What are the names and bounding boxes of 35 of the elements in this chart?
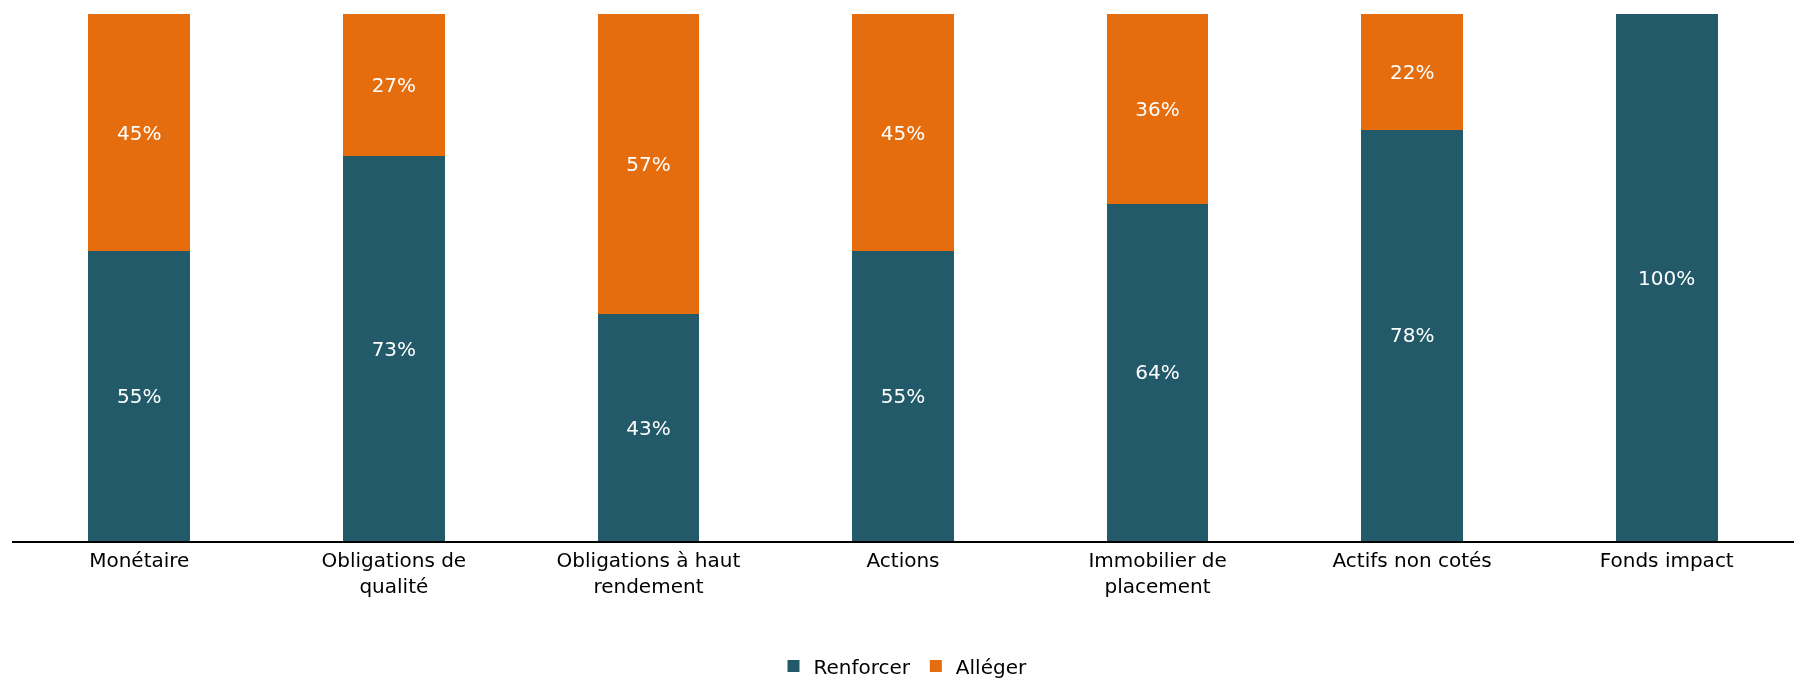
bar xyxy=(342,14,445,157)
x-tick-label: Immobilier de placement xyxy=(1088,547,1227,598)
bar xyxy=(597,14,700,315)
x-tick-label: Obligations de qualité xyxy=(321,547,467,598)
bar xyxy=(88,251,191,541)
x-tick-label: Actions xyxy=(866,547,940,572)
x-tick-label: Obligations à haut rendement xyxy=(556,547,741,598)
bar xyxy=(1106,203,1209,541)
legend-label: Renforcer xyxy=(813,654,911,679)
bar xyxy=(1361,14,1464,130)
bar xyxy=(852,251,954,541)
data-label: 73% xyxy=(371,336,417,361)
data-label: 78% xyxy=(1389,323,1435,348)
data-label: 43% xyxy=(626,415,671,440)
data-label: 27% xyxy=(371,73,417,98)
bar xyxy=(1361,129,1464,541)
bar xyxy=(852,14,954,252)
x-tick-label: Monétaire xyxy=(89,547,190,572)
x-tick-label: Fonds impact xyxy=(1599,547,1734,572)
legend-label: Alléger xyxy=(955,654,1027,679)
data-label: 45% xyxy=(117,120,162,145)
data-label: 55% xyxy=(117,384,162,409)
data-label: 64% xyxy=(1135,360,1180,385)
data-label: 57% xyxy=(626,152,671,177)
bar xyxy=(597,314,700,541)
data-label: 55% xyxy=(880,384,926,409)
data-label: 22% xyxy=(1389,59,1435,84)
data-label: 45% xyxy=(880,120,926,145)
data-label: 36% xyxy=(1135,96,1180,121)
bar xyxy=(342,156,445,541)
bar xyxy=(88,14,191,252)
bar xyxy=(1615,14,1718,541)
bar xyxy=(1106,14,1209,204)
data-label: 100% xyxy=(1638,265,1696,290)
x-tick-label: Actifs non cotés xyxy=(1332,547,1492,572)
